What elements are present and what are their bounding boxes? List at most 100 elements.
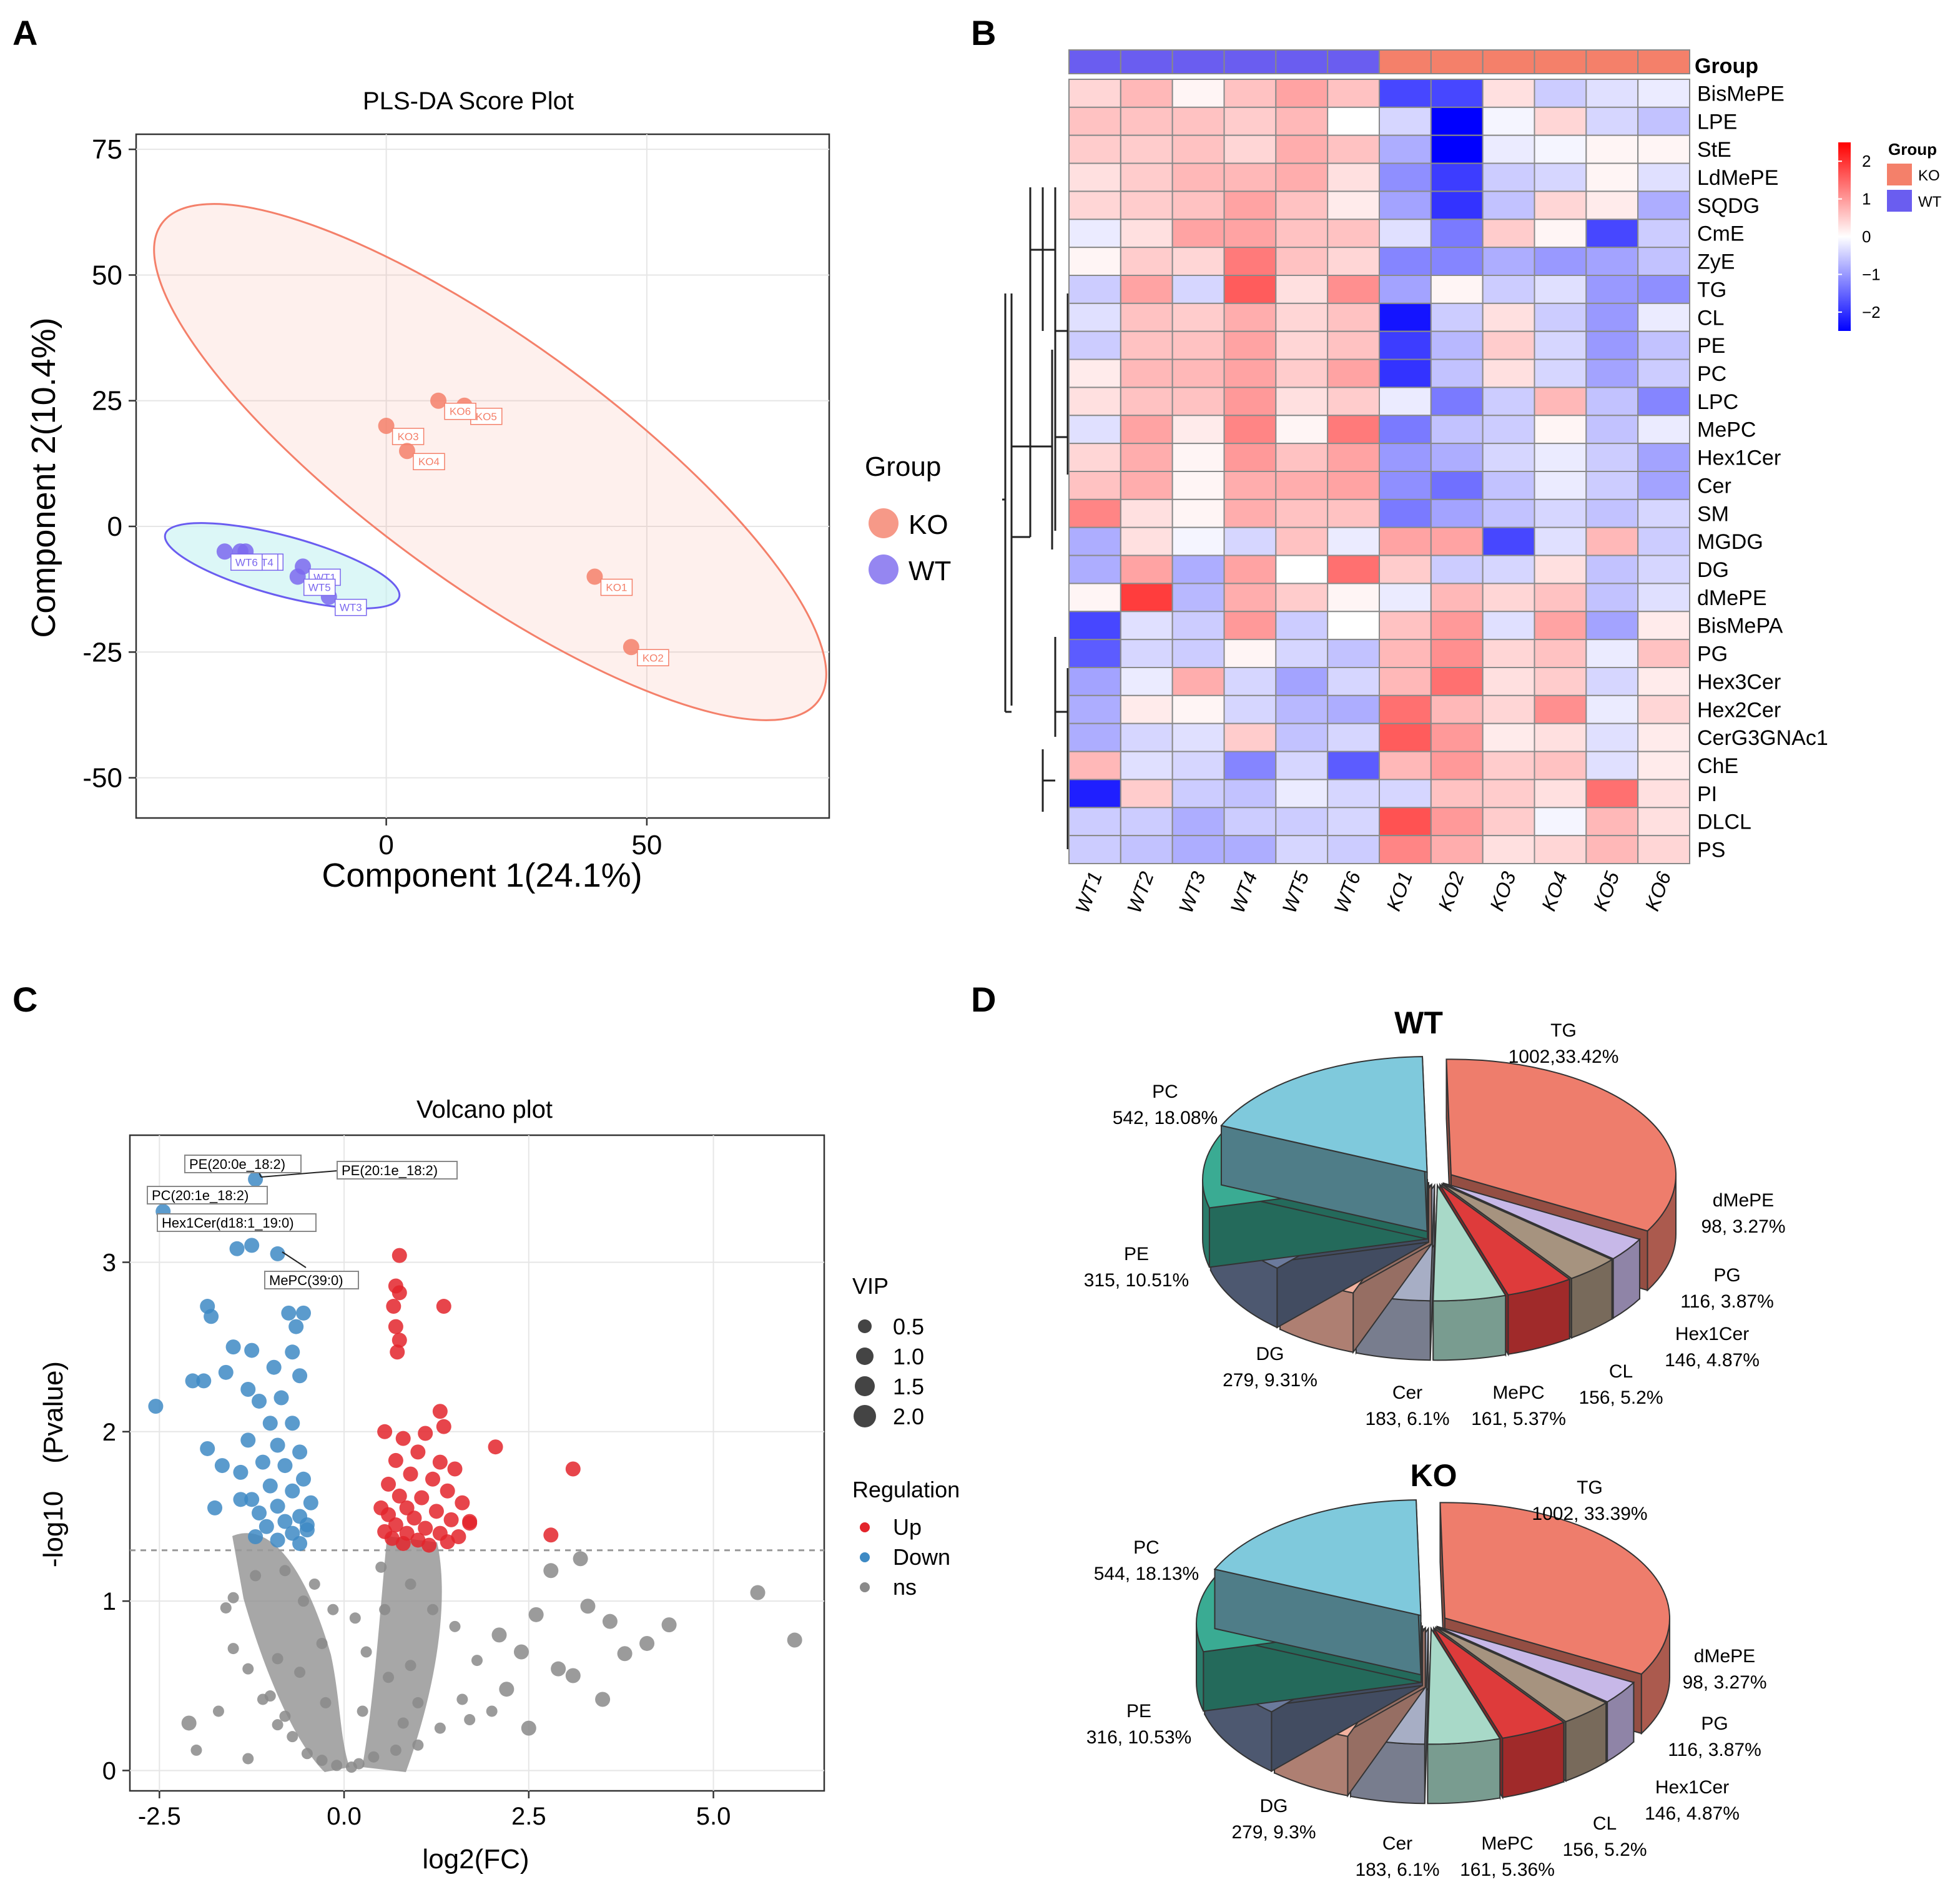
pie-slice-pc bbox=[1220, 1056, 1428, 1233]
heatmap-cell bbox=[1430, 358, 1484, 388]
wt-dg-label: DG bbox=[1256, 1344, 1284, 1364]
up-point bbox=[418, 1520, 433, 1536]
heatmap-cell bbox=[1223, 443, 1277, 473]
heatmap-cell bbox=[1534, 835, 1587, 864]
plsda-point-ko6 bbox=[430, 392, 447, 409]
up-point bbox=[392, 1248, 407, 1263]
ns-point bbox=[190, 1744, 202, 1756]
up-point bbox=[418, 1426, 433, 1441]
heatmap-cell bbox=[1275, 751, 1329, 781]
up-point bbox=[447, 1461, 463, 1477]
heatmap-cell bbox=[1637, 807, 1691, 837]
heatmap-cell bbox=[1171, 106, 1225, 136]
heatmap-cell bbox=[1430, 443, 1484, 473]
vip-legend: VIP 0.5 1.0 1.5 2.0 bbox=[852, 1273, 924, 1429]
volcano-title: Volcano plot bbox=[416, 1096, 553, 1123]
heatmap-cell bbox=[1534, 247, 1587, 276]
heatmap-cell bbox=[1327, 219, 1381, 249]
heatmap-cell bbox=[1223, 162, 1277, 192]
heatmap-cell bbox=[1275, 79, 1329, 108]
heatmap-cell bbox=[1585, 275, 1639, 304]
plsda-y-tick-label: 75 bbox=[92, 134, 122, 165]
heatmap-cell bbox=[1637, 443, 1691, 473]
heatmap-cell bbox=[1482, 667, 1535, 696]
heatmap-cell bbox=[1223, 275, 1277, 304]
heatmap-cell bbox=[1171, 583, 1225, 613]
heatmap-cell bbox=[1068, 583, 1121, 613]
heatmap-cell bbox=[1482, 611, 1535, 641]
plsda-x-axis-label: Component 1(24.1%) bbox=[322, 857, 642, 894]
volcano-y-tick-label: 0 bbox=[102, 1757, 116, 1785]
plsda-label-text: KO1 bbox=[606, 582, 627, 594]
heatmap-cell bbox=[1482, 219, 1535, 249]
heatmap-cell bbox=[1275, 471, 1329, 500]
up-point bbox=[395, 1431, 411, 1446]
heatmap-cell bbox=[1275, 667, 1329, 696]
heatmap-cell bbox=[1327, 330, 1381, 360]
up-point bbox=[565, 1461, 581, 1477]
heatmap-cell bbox=[1068, 330, 1121, 360]
down-point bbox=[259, 1519, 274, 1534]
heatmap-cell bbox=[1637, 134, 1691, 164]
heatmap-cell bbox=[1585, 611, 1639, 641]
heatmap-cell bbox=[1068, 443, 1121, 473]
heatmap-cell bbox=[1379, 247, 1432, 276]
wt-pe-value: 315, 10.51% bbox=[1084, 1270, 1189, 1291]
heatmap-cell bbox=[1120, 415, 1173, 445]
vip-marker-1-5 bbox=[855, 1376, 875, 1396]
color-scale-ticks: 2 1 0 −1 −2 bbox=[1838, 152, 1881, 322]
heatmap-cell bbox=[1120, 134, 1173, 164]
down-point bbox=[240, 1432, 256, 1448]
heatmap-cell bbox=[1327, 526, 1381, 556]
heatmap-cell bbox=[1120, 583, 1173, 613]
heatmap-cell bbox=[1379, 162, 1432, 192]
heatmap-cell bbox=[1379, 835, 1432, 864]
heatmap-cell bbox=[1068, 219, 1121, 249]
up-point bbox=[381, 1476, 396, 1492]
heatmap-cell bbox=[1637, 275, 1691, 304]
heatmap-cell bbox=[1379, 583, 1432, 613]
heatmap-cell bbox=[1534, 471, 1587, 500]
heatmap-cell bbox=[1534, 358, 1587, 388]
group-annotation-cell bbox=[1327, 49, 1381, 74]
heatmap-cell bbox=[1534, 694, 1587, 724]
heatmap-row-label: DG bbox=[1697, 558, 1729, 582]
heatmap-cell bbox=[1637, 162, 1691, 192]
heatmap-cell bbox=[1585, 134, 1639, 164]
heatmap-column-label: KO2 bbox=[1434, 869, 1469, 914]
heatmap-cell bbox=[1120, 106, 1173, 136]
ns-point bbox=[181, 1715, 197, 1731]
pie-slice-top bbox=[1433, 1627, 1565, 1739]
pie-charts: WT KO TG 1002,33.42% PC 542, 18.08% dMeP… bbox=[1084, 1005, 1786, 1880]
heatmap-cell bbox=[1482, 415, 1535, 445]
heatmap-cell bbox=[1585, 639, 1639, 668]
up-point bbox=[403, 1466, 418, 1482]
annotation-mepc: MePC(39:0) bbox=[269, 1273, 343, 1288]
heatmap-cell bbox=[1120, 190, 1173, 220]
heatmap-cell bbox=[1482, 358, 1535, 388]
heatmap-cell bbox=[1068, 358, 1121, 388]
heatmap-cell bbox=[1430, 134, 1484, 164]
down-point bbox=[244, 1492, 260, 1507]
wt-legend-label: WT bbox=[909, 556, 951, 586]
group-annotation-cell bbox=[1223, 49, 1277, 74]
heatmap-cell bbox=[1430, 106, 1484, 136]
annotation-hex1cer: Hex1Cer(d18:1_19:0) bbox=[162, 1215, 294, 1231]
heatmap-cell bbox=[1120, 275, 1173, 304]
heatmap-cell bbox=[1534, 190, 1587, 220]
ns-point bbox=[471, 1655, 483, 1667]
heatmap-cell bbox=[1068, 667, 1121, 696]
heatmap-column-label: WT1 bbox=[1071, 869, 1106, 916]
down-point bbox=[270, 1437, 285, 1453]
heatmap-cell bbox=[1171, 302, 1225, 332]
ko-pc-value: 544, 18.13% bbox=[1094, 1564, 1199, 1584]
heatmap-cell bbox=[1585, 751, 1639, 781]
heatmap-cell bbox=[1171, 247, 1225, 276]
group-annotation-cell bbox=[1068, 49, 1121, 74]
down-point bbox=[200, 1441, 215, 1456]
plsda-point-label: WT3 bbox=[335, 598, 367, 616]
volcano-y-tick-label: 2 bbox=[102, 1419, 116, 1446]
wt-cer-label: Cer bbox=[1392, 1382, 1422, 1403]
heatmap-cell bbox=[1120, 694, 1173, 724]
